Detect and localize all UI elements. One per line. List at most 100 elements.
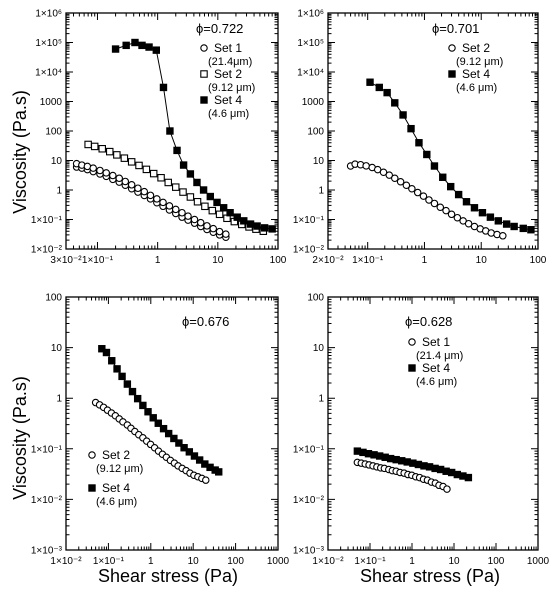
- legend-sublabel: (9.12 μm): [456, 56, 503, 68]
- y-tick-label: 1×10⁻¹: [31, 444, 63, 455]
- data-point: [121, 177, 130, 186]
- phi-annotation: ϕ=0.676: [182, 314, 229, 329]
- data-point: [385, 171, 394, 179]
- data-point: [127, 181, 136, 189]
- data-point: [222, 230, 230, 238]
- data-point: [152, 46, 161, 54]
- data-point: [453, 213, 462, 222]
- chart-panel-bottom-left: 1×10⁻² 1×10⁻¹ 1 10 100 10001×10⁻³1×10⁻²1×10⁻¹…: [31, 293, 290, 568]
- legend-marker: [200, 44, 208, 52]
- y-tick-label: 10: [313, 343, 325, 354]
- legend-sublabel: (9.12 μm): [96, 463, 143, 475]
- data-point: [118, 372, 126, 381]
- y-tick-label: 10: [51, 156, 63, 167]
- y-tick-label: 1: [318, 186, 324, 197]
- y-tick-label: 1×10⁻²: [293, 245, 325, 256]
- data-point: [134, 184, 142, 192]
- series-set-4: [111, 38, 276, 233]
- data-point: [195, 456, 204, 464]
- data-point: [149, 169, 158, 178]
- data-point: [113, 151, 121, 159]
- data-point: [186, 193, 195, 201]
- legend-marker: [88, 451, 96, 459]
- series-set-2: [91, 398, 210, 484]
- x-tick-label: 1×10⁻¹: [354, 556, 386, 567]
- legend-marker: [448, 44, 456, 52]
- data-point: [138, 41, 146, 50]
- y-tick-label: 10: [51, 343, 63, 354]
- data-point: [145, 43, 153, 51]
- data-point: [89, 164, 97, 172]
- data-point: [157, 174, 165, 182]
- data-point: [443, 485, 451, 493]
- data-point: [213, 198, 221, 207]
- data-point: [253, 222, 261, 230]
- data-point: [165, 202, 174, 210]
- data-point: [123, 380, 132, 388]
- legend-sublabel: (4.6 μm): [96, 496, 137, 508]
- data-point: [396, 178, 405, 186]
- data-point: [478, 209, 487, 217]
- data-point: [519, 224, 527, 233]
- data-point: [499, 232, 507, 240]
- plot-frame: [65, 296, 279, 551]
- data-point: [190, 215, 199, 224]
- x-tick-label: 1×10⁻¹: [93, 556, 125, 567]
- data-point: [268, 225, 276, 233]
- y-tick-label: 100: [307, 293, 324, 304]
- data-point: [464, 473, 473, 482]
- data-point: [133, 394, 142, 403]
- y-tick-label: 1×10⁶: [35, 9, 62, 20]
- data-point: [175, 439, 183, 447]
- data-point: [413, 188, 422, 197]
- axis-ticks: [327, 296, 539, 551]
- legend-label: Set 2: [214, 67, 242, 81]
- y-tick-label: 1×10⁻¹: [31, 215, 63, 226]
- data-point: [407, 124, 415, 133]
- data-point: [84, 140, 92, 149]
- data-point: [430, 199, 439, 208]
- data-point: [454, 190, 463, 199]
- data-point: [131, 38, 139, 47]
- data-point: [447, 182, 455, 191]
- x-tick-label: 1000: [527, 556, 550, 567]
- data-point: [423, 150, 431, 159]
- data-point: [184, 212, 192, 220]
- y-tick-label: 1: [56, 186, 62, 197]
- series-set-1: [72, 159, 230, 238]
- legend-label: Set 2: [102, 448, 130, 462]
- data-point: [115, 174, 123, 183]
- y-tick-label: 1×10⁻¹: [293, 215, 325, 226]
- data-point: [202, 476, 210, 484]
- data-point: [90, 142, 99, 151]
- data-point: [153, 195, 161, 203]
- x-tick-label: 10: [188, 556, 200, 567]
- data-point: [98, 345, 106, 353]
- data-point: [219, 204, 228, 212]
- y-tick-label: 1×10⁵: [35, 38, 62, 49]
- legend-label: Set 2: [462, 41, 490, 55]
- x-tick-label: 100: [227, 556, 244, 567]
- legend-sublabel: (9.12 μm): [208, 82, 255, 94]
- phi-annotation: ϕ=0.701: [432, 21, 479, 36]
- data-point: [111, 45, 120, 53]
- legend-sublabel: (4.6 μm): [456, 82, 497, 94]
- data-point: [464, 219, 473, 228]
- x-tick-label: 10: [448, 556, 460, 567]
- data-point: [486, 213, 495, 221]
- data-point: [149, 414, 157, 422]
- axis-ticks: [65, 12, 279, 250]
- x-axis-title-left: Shear stress (Pa): [98, 566, 238, 586]
- legend-label: Set 4: [102, 481, 130, 495]
- series-set-4: [366, 78, 535, 234]
- data-point: [154, 419, 162, 427]
- data-point: [375, 83, 383, 92]
- axis-ticks: [65, 296, 279, 551]
- legend-sublabel: (21.4 μm): [416, 350, 463, 362]
- y-tick-label: 100: [45, 293, 62, 304]
- data-point: [527, 226, 535, 234]
- legend-marker: [200, 70, 208, 78]
- data-point: [462, 198, 471, 206]
- x-tick-label: 10: [212, 255, 224, 266]
- legend-label: Set 1: [422, 335, 450, 349]
